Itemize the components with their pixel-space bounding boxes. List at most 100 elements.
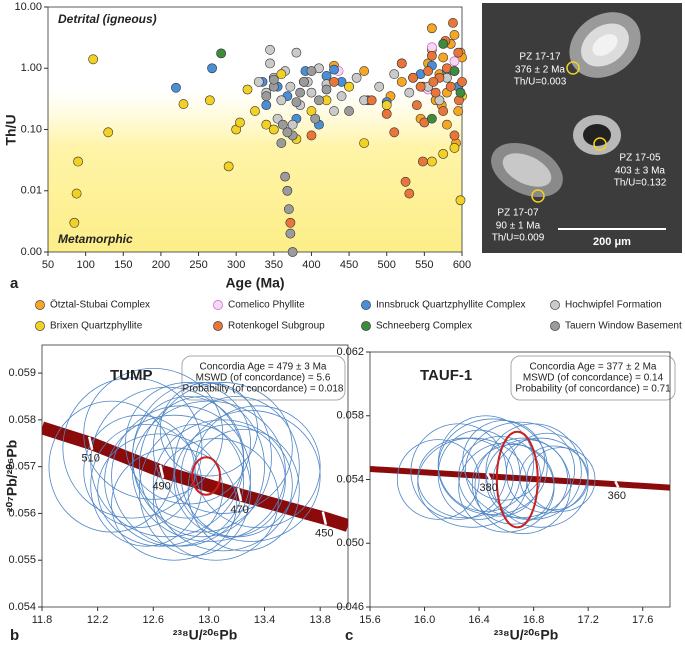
error-ellipse [159,382,258,477]
data-point [404,87,415,98]
y-tick-label: 0.058 [336,410,364,422]
x-axis-title: ²³⁸U/²⁰⁶Pb [173,627,238,643]
data-point [276,69,287,80]
x-tick-label: 100 [76,259,94,271]
data-point [276,138,287,148]
chart-title: TAUF-1 [420,367,472,384]
legend-swatch [35,300,45,310]
error-ellipse [187,428,300,552]
data-point [430,87,441,98]
age-mark [614,480,620,488]
grain-age: 376 ± 2 Ma [515,65,565,76]
data-point [359,66,370,76]
data-point [310,113,321,124]
data-point [207,63,217,74]
legend-swatch [550,300,560,310]
error-ellipse [90,386,245,538]
data-point [204,95,215,106]
x-tick-label: 17.6 [632,614,653,626]
legend-label: Comelico Phyllite [228,300,305,311]
annotation: Detrital (igneous) [58,12,157,26]
legend-label: Brixen Quartzphyllite [50,321,143,332]
y-tick-label: 0.050 [336,537,364,549]
y-tick-label: 0.01 [21,185,42,197]
data-point [411,100,422,111]
x-tick-label: 300 [227,259,245,271]
legend-swatch [361,321,371,331]
data-point [396,76,407,87]
data-point [277,119,288,130]
error-ellipse [152,419,293,552]
data-point [285,228,296,239]
data-point [351,72,362,83]
data-point [438,38,449,49]
data-point [426,113,437,124]
y-tick-label: 0.054 [336,473,364,485]
annotation: Metamorphic [58,232,133,246]
data-point [103,127,114,138]
data-point [276,95,287,106]
x-axis-title: ²³⁸U/²⁰⁶Pb [494,627,559,643]
error-ellipse [152,382,293,514]
y-tick-label: 0.054 [8,601,36,613]
error-ellipse [471,444,555,525]
error-ellipse [396,439,480,520]
data-point [453,47,464,58]
error-ellipse [437,429,521,520]
error-ellipse [97,433,224,547]
legend-swatch [361,300,371,310]
data-point [71,188,82,199]
data-point [285,81,296,92]
data-point [291,47,302,58]
data-point [282,185,293,196]
data-point [381,100,392,111]
panel-label: b [10,627,19,644]
data-point [261,100,272,111]
data-point [417,156,428,167]
stats-line: Concordia Age = 479 ± 3 Ma [200,362,327,373]
data-point [235,117,245,128]
data-point [287,119,298,130]
chart-title: TUMP [110,367,153,384]
x-tick-label: 16.8 [523,614,544,626]
age-mark [87,436,94,451]
x-tick-label: 12.6 [143,614,164,626]
data-point [329,76,339,87]
data-point [223,161,234,172]
age-label: 450 [315,528,333,540]
data-point [455,195,466,206]
x-tick-label: 500 [378,259,396,271]
data-point [261,91,272,102]
y-tick-label: 0.056 [8,507,36,519]
data-point [445,81,456,92]
y-tick-label: 0.10 [21,123,42,135]
error-ellipse [458,436,541,517]
grain-th-u: Th/U=0.009 [492,233,545,244]
data-point [389,127,400,138]
data-point [344,106,354,116]
legend-label: Rotenkogel Subgroup [228,321,325,332]
data-point [329,106,339,116]
data-point [73,156,84,167]
x-tick-label: 16.4 [468,614,489,626]
data-point [265,44,275,55]
data-point [321,71,332,81]
x-tick-label: 250 [189,259,207,271]
error-ellipse [485,423,582,520]
data-point [449,30,460,40]
data-point [306,130,317,141]
stats-line: Concordia Age = 377 ± 2 Ma [530,362,657,373]
panel-label: c [345,627,353,644]
data-point [455,87,466,98]
data-point [389,69,400,80]
x-tick-label: 15.6 [359,614,380,626]
error-ellipse [526,447,596,512]
concordia-curve [370,465,670,491]
x-tick-label: 50 [42,259,54,271]
data-point [449,143,460,153]
stats-line: MSWD (of concordance) = 5.6 [196,373,331,384]
data-point [285,217,296,228]
legend-label: Innsbruck Quartzphyllite Complex [376,300,526,311]
metamorphic-zone [48,90,462,252]
